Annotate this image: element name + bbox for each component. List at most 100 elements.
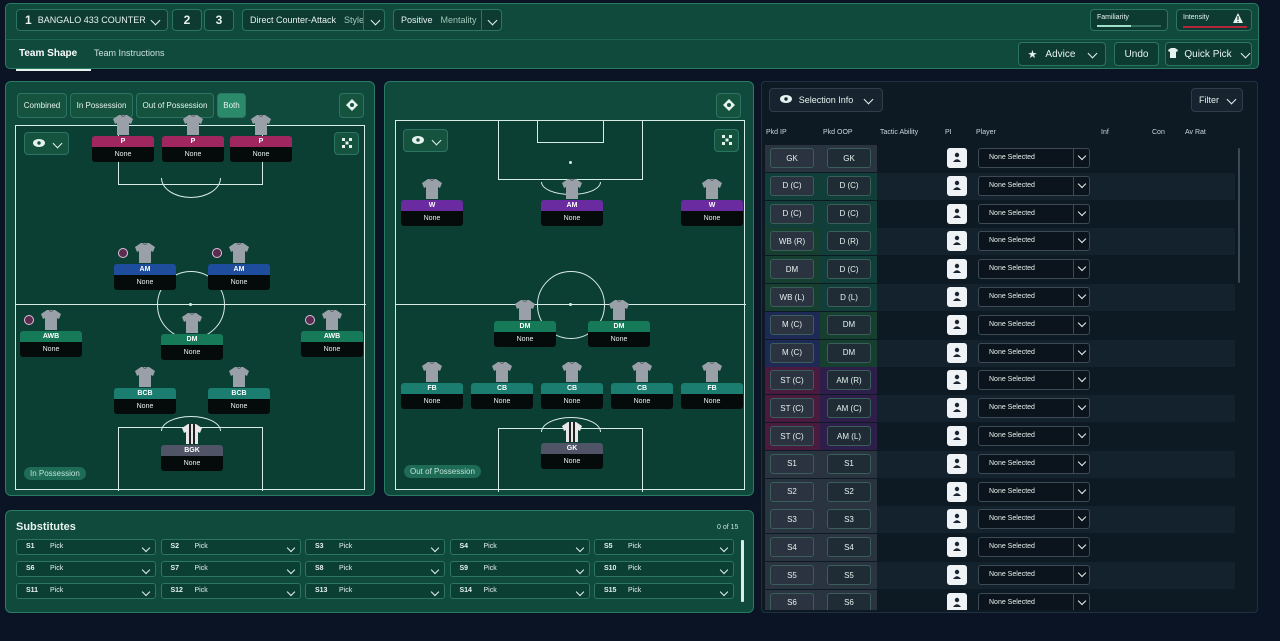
quick-pick-button[interactable]: Quick Pick — [1165, 42, 1252, 66]
filter-dropdown[interactable]: Filter — [1191, 88, 1243, 112]
out_possession_panel-player-2[interactable]: W None — [681, 178, 743, 226]
sub-slot-s15[interactable]: S15 Pick — [594, 583, 734, 599]
player-select-dropdown[interactable]: None Selected — [978, 537, 1090, 558]
tab-team-instructions[interactable]: Team Instructions — [94, 48, 165, 58]
sub-slot-s3[interactable]: S3 Pick — [305, 539, 445, 555]
player-instructions-button[interactable] — [947, 537, 967, 558]
picked-oop-role[interactable]: S4 — [827, 537, 871, 558]
picked-ip-role[interactable]: M (C) — [770, 342, 814, 363]
picked-ip-role[interactable]: D (C) — [770, 203, 814, 224]
advice-button[interactable]: ★ Advice — [1018, 42, 1106, 66]
picked-ip-role[interactable]: S2 — [770, 481, 814, 502]
player-select-dropdown[interactable]: None Selected — [978, 592, 1090, 610]
player-instructions-button[interactable] — [947, 509, 967, 530]
player-select-dropdown[interactable]: None Selected — [978, 148, 1090, 168]
picked-oop-role[interactable]: AM (R) — [827, 370, 871, 391]
col-player[interactable]: Player — [976, 129, 996, 136]
intensity-meter[interactable]: Intensity — [1176, 9, 1252, 31]
selection-info-dropdown[interactable]: Selection Info — [769, 88, 883, 112]
possession_panel-player-5[interactable]: AWB None — [20, 309, 82, 357]
out_possession_panel-player-10[interactable]: GK None — [541, 421, 603, 469]
picked-oop-role[interactable]: D (C) — [827, 259, 871, 280]
selection-row[interactable]: S2 S2 None Selected — [765, 478, 1235, 506]
picked-oop-role[interactable]: AM (L) — [827, 426, 871, 446]
player-select-dropdown[interactable]: None Selected — [978, 370, 1090, 391]
player-select-dropdown[interactable]: None Selected — [978, 426, 1090, 446]
sub-slot-s1[interactable]: S1 Pick — [16, 539, 156, 555]
sub-slot-s8[interactable]: S8 Pick — [305, 561, 445, 577]
picked-oop-role[interactable]: D (C) — [827, 175, 871, 196]
selection-row[interactable]: S5 S5 None Selected — [765, 562, 1235, 589]
player-instructions-button[interactable] — [947, 342, 967, 363]
selection-row[interactable]: WB (R) D (R) None Selected — [765, 228, 1235, 256]
tactic-slot-2-button[interactable]: 2 — [172, 9, 202, 31]
out_possession_panel-player-8[interactable]: CB None — [611, 361, 673, 409]
picked-oop-role[interactable]: D (R) — [827, 231, 871, 252]
out_possession_panel-player-4[interactable]: DM None — [588, 299, 650, 347]
player-instructions-button[interactable] — [947, 453, 967, 474]
sub-slot-s2[interactable]: S2 Pick — [160, 539, 301, 555]
pitch-settings-button[interactable] — [339, 93, 364, 118]
player-select-dropdown[interactable]: None Selected — [978, 287, 1090, 307]
picked-oop-role[interactable]: AM (C) — [827, 398, 871, 419]
out_possession_panel-player-7[interactable]: CB None — [541, 361, 603, 409]
player-instructions-button[interactable] — [947, 592, 967, 610]
selection-row[interactable]: S6 S6 None Selected — [765, 589, 1235, 610]
selection-row[interactable]: S4 S4 None Selected — [765, 534, 1235, 562]
substitutes-scrollbar[interactable] — [741, 540, 744, 602]
possession_panel-player-10[interactable]: BGK None — [161, 423, 223, 471]
picked-ip-role[interactable]: ST (C) — [770, 398, 814, 419]
out_possession_panel-player-6[interactable]: CB None — [471, 361, 533, 409]
player-instructions-button[interactable] — [947, 203, 967, 224]
sub-slot-s12[interactable]: S12 Pick — [160, 583, 301, 599]
sub-slot-s4[interactable]: S4 Pick — [449, 539, 590, 555]
selection-row[interactable]: S1 S1 None Selected — [765, 450, 1235, 478]
player-instructions-button[interactable] — [947, 314, 967, 335]
picked-ip-role[interactable]: WB (L) — [770, 287, 814, 307]
out_possession_panel-player-1[interactable]: AM None — [541, 178, 603, 226]
selection-row[interactable]: WB (L) D (L) None Selected — [765, 284, 1235, 311]
picked-ip-role[interactable]: M (C) — [770, 314, 814, 335]
player-select-dropdown[interactable]: None Selected — [978, 314, 1090, 335]
picked-ip-role[interactable]: ST (C) — [770, 370, 814, 391]
player-instructions-button[interactable] — [947, 426, 967, 446]
sub-slot-s11[interactable]: S11 Pick — [16, 583, 156, 599]
selection-row[interactable]: M (C) DM None Selected — [765, 339, 1235, 367]
sub-slot-s5[interactable]: S5 Pick — [594, 539, 734, 555]
out_possession_panel-player-9[interactable]: FB None — [681, 361, 743, 409]
picked-ip-role[interactable]: D (C) — [770, 175, 814, 196]
visibility-dropdown[interactable] — [403, 129, 448, 152]
shape-options-button[interactable] — [334, 132, 359, 155]
familiarity-meter[interactable]: Familiarity — [1090, 9, 1168, 31]
selection-row[interactable]: D (C) D (C) None Selected — [765, 172, 1235, 200]
player-instructions-button[interactable] — [947, 231, 967, 252]
toggle-in-possession[interactable]: In Possession — [70, 93, 133, 118]
picked-oop-role[interactable]: S5 — [827, 565, 871, 585]
picked-ip-role[interactable]: GK — [770, 148, 814, 168]
possession_panel-player-7[interactable]: AWB None — [301, 309, 363, 357]
out_possession_panel-player-5[interactable]: FB None — [401, 361, 463, 409]
picked-ip-role[interactable]: S6 — [770, 592, 814, 610]
col-pkd-ip[interactable]: Pkd IP — [766, 129, 787, 136]
toggle-both[interactable]: Both — [217, 93, 246, 118]
player-instructions-button[interactable] — [947, 398, 967, 419]
picked-oop-role[interactable]: S1 — [827, 453, 871, 474]
player-select-dropdown[interactable]: None Selected — [978, 509, 1090, 530]
picked-oop-role[interactable]: S6 — [827, 592, 871, 610]
picked-oop-role[interactable]: S3 — [827, 509, 871, 530]
pitch-settings-button[interactable] — [716, 93, 741, 118]
sub-slot-s14[interactable]: S14 Pick — [449, 583, 590, 599]
col-pkd-oop[interactable]: Pkd OOP — [823, 129, 853, 136]
style-dropdown[interactable]: Direct Counter-Attack Style — [242, 9, 385, 31]
sub-slot-s9[interactable]: S9 Pick — [449, 561, 590, 577]
player-select-dropdown[interactable]: None Selected — [978, 342, 1090, 363]
selection-row[interactable]: DM D (C) None Selected — [765, 256, 1235, 284]
sub-slot-s13[interactable]: S13 Pick — [305, 583, 445, 599]
picked-oop-role[interactable]: DM — [827, 342, 871, 363]
player-instructions-button[interactable] — [947, 259, 967, 280]
player-select-dropdown[interactable]: None Selected — [978, 259, 1090, 280]
picked-ip-role[interactable]: S5 — [770, 565, 814, 585]
selection-row[interactable]: M (C) DM None Selected — [765, 311, 1235, 339]
visibility-dropdown[interactable] — [24, 132, 69, 155]
picked-ip-role[interactable]: DM — [770, 259, 814, 280]
